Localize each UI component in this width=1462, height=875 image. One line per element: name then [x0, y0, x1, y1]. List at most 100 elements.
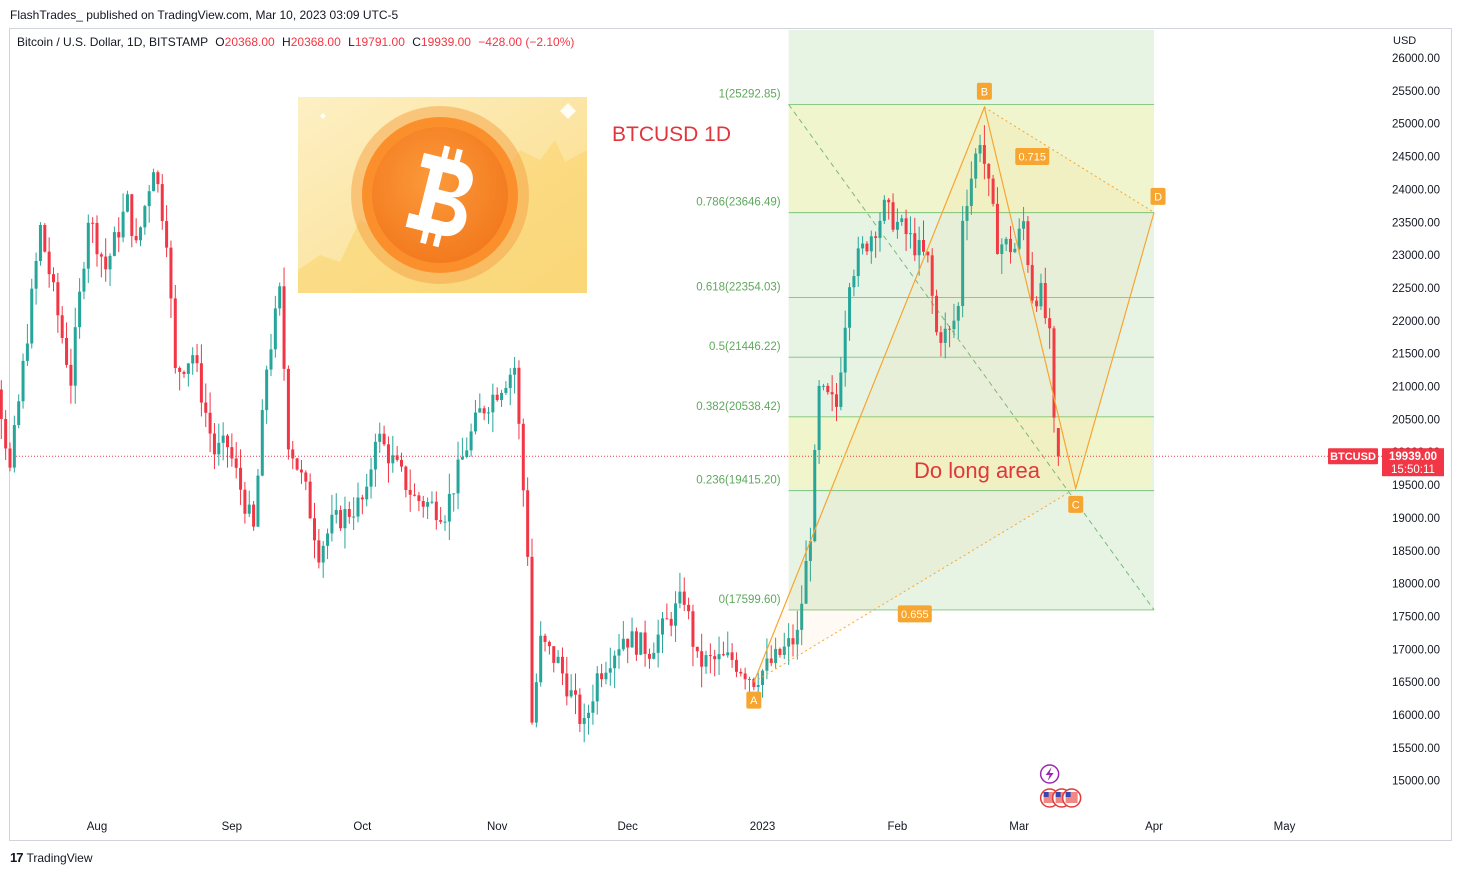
candle-body	[982, 145, 986, 164]
candle-body	[234, 458, 238, 468]
pattern-fill-abc	[753, 107, 1076, 683]
candle-body	[12, 425, 16, 468]
candle-body	[1017, 228, 1021, 249]
candle-body	[443, 521, 447, 523]
candle-body	[212, 433, 216, 455]
candle-body	[861, 243, 865, 249]
candle-body	[569, 690, 573, 697]
svg-text:C: C	[1072, 499, 1080, 511]
candle-body	[252, 504, 256, 527]
candle-body	[69, 364, 73, 386]
abcd-pattern-layer: A B C D 0.715 0.655	[746, 82, 1166, 709]
candle-body	[778, 648, 782, 655]
candle-body	[47, 251, 51, 275]
candle-body	[904, 218, 908, 235]
candle-body	[987, 163, 991, 179]
candle-body	[743, 673, 747, 680]
candle-body	[60, 315, 64, 338]
candle-body	[1013, 248, 1017, 253]
candle-body	[661, 618, 664, 635]
candle-body	[56, 282, 60, 316]
symbol-tag-bg	[1328, 448, 1378, 465]
candle-body	[704, 655, 708, 667]
candle-body	[369, 469, 373, 487]
candle-body	[456, 459, 460, 494]
candle-body	[917, 239, 921, 256]
pattern-ratio-label: 0.655	[897, 605, 932, 623]
candle-body	[630, 631, 634, 648]
candle-body	[504, 387, 508, 393]
x-tick-label: 2023	[750, 821, 776, 833]
candle-body	[191, 355, 195, 364]
candle-body	[134, 235, 138, 241]
candle-body	[969, 178, 973, 206]
candle-body	[839, 372, 843, 407]
fib-level-label: 0.382(20538.42)	[696, 401, 781, 413]
candle-body	[91, 222, 95, 224]
bd-ratio-line	[984, 106, 1155, 213]
candle-body	[199, 363, 203, 403]
candle-body	[230, 447, 234, 459]
candle-body	[356, 497, 360, 517]
candle-body	[1026, 221, 1030, 266]
candle-body	[974, 153, 978, 179]
y-tick-label: 23000.00	[1392, 250, 1440, 262]
candle-body	[465, 450, 469, 458]
candle-body	[139, 227, 142, 241]
y-tick-label: 25000.00	[1392, 119, 1440, 131]
symbol-name[interactable]: Bitcoin / U.S. Dollar, 1D, BITSTAMP	[17, 35, 208, 49]
candle-body	[408, 489, 412, 495]
candle-body	[386, 444, 390, 464]
candle-body	[647, 653, 651, 659]
candle-body	[243, 489, 247, 514]
candle-body	[578, 694, 582, 724]
candle-body	[239, 467, 243, 490]
symbol-tag: BTCUSD	[1330, 451, 1376, 463]
long-area-label: Do long area	[914, 458, 1041, 483]
high-value: 20368.00	[290, 35, 341, 49]
candle-body	[821, 385, 825, 387]
y-tick-label: 23500.00	[1392, 217, 1440, 229]
candle-body	[991, 178, 995, 204]
price-tag: 19939.00	[1389, 451, 1437, 463]
long-area-zone	[788, 416, 1152, 489]
pattern-point-c: C	[1068, 495, 1084, 513]
candle-body	[734, 659, 738, 672]
candle-body	[708, 655, 712, 657]
y-tick-label: 22500.00	[1392, 283, 1440, 295]
candle-body	[152, 172, 156, 192]
y-tick-label: 24000.00	[1392, 184, 1440, 196]
bitcoin-image	[298, 97, 587, 293]
candle-body	[269, 349, 273, 370]
svg-text:0.655: 0.655	[901, 609, 929, 621]
x-tick-label: Dec	[617, 821, 638, 833]
candle-body	[121, 211, 125, 238]
candle-body	[125, 194, 129, 212]
candle-body	[852, 276, 856, 288]
candle-body	[1022, 221, 1026, 229]
candle-body	[617, 649, 621, 656]
candle-body	[186, 363, 190, 374]
close-label: C	[412, 35, 421, 49]
candle-body	[930, 255, 934, 296]
tradingview-logo-icon[interactable]: 17	[10, 850, 24, 865]
x-tick-label: Aug	[87, 821, 107, 833]
candle-body	[800, 603, 804, 630]
x-tick-label: Nov	[487, 821, 508, 833]
fib-level-label: 0.786(23646.49)	[696, 197, 781, 209]
candle-body	[552, 646, 556, 663]
candle-body	[38, 225, 42, 261]
candle-body	[508, 374, 512, 388]
candle-body	[17, 401, 21, 426]
candle-body	[434, 501, 438, 521]
candle-body	[95, 222, 99, 255]
candle-body	[639, 632, 643, 655]
low-label: L	[348, 35, 355, 49]
candle-body	[165, 221, 169, 248]
chart-frame	[9, 28, 1452, 841]
candle-body	[452, 493, 456, 495]
candle-body	[391, 455, 395, 464]
us-flag-event-icon	[1061, 788, 1082, 808]
brand-name[interactable]: TradingView	[26, 850, 93, 865]
